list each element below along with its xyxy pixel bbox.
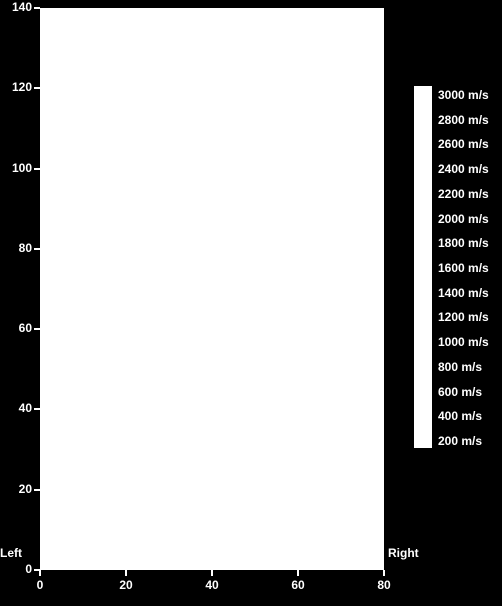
colorbar-label: 2800 m/s — [438, 113, 502, 127]
colorbar-label: 1000 m/s — [438, 335, 502, 349]
right-label: Right — [388, 546, 438, 560]
x-tick — [125, 570, 127, 576]
plot-area — [40, 8, 384, 570]
y-tick — [34, 168, 40, 170]
colorbar-label: 2200 m/s — [438, 187, 502, 201]
colorbar-label: 1400 m/s — [438, 286, 502, 300]
colorbar-label: 200 m/s — [438, 434, 502, 448]
x-tick-label: 40 — [192, 578, 232, 592]
x-tick-label: 0 — [20, 578, 60, 592]
left-label: Left — [0, 546, 38, 560]
y-tick — [34, 489, 40, 491]
colorbar-label: 1800 m/s — [438, 236, 502, 250]
y-tick — [34, 87, 40, 89]
y-tick — [34, 408, 40, 410]
y-tick-label: 100 — [0, 161, 32, 175]
chart-canvas: 0 20 40 60 80 0 20 40 60 80 100 120 140 Left Right 3000… — [0, 0, 502, 606]
y-tick-label: 140 — [0, 0, 32, 14]
x-tick-label: 20 — [106, 578, 146, 592]
y-tick — [34, 7, 40, 9]
colorbar-label: 2000 m/s — [438, 212, 502, 226]
y-tick — [34, 569, 40, 571]
y-tick — [34, 328, 40, 330]
colorbar-label: 1200 m/s — [438, 310, 502, 324]
x-tick — [383, 570, 385, 576]
x-tick-label: 80 — [364, 578, 404, 592]
colorbar-label: 800 m/s — [438, 360, 502, 374]
colorbar-label: 3000 m/s — [438, 88, 502, 102]
x-tick — [297, 570, 299, 576]
colorbar-label: 400 m/s — [438, 409, 502, 423]
colorbar-label: 2400 m/s — [438, 162, 502, 176]
y-tick-label: 80 — [0, 241, 32, 255]
y-tick-label: 60 — [0, 321, 32, 335]
x-tick — [211, 570, 213, 576]
colorbar-label: 1600 m/s — [438, 261, 502, 275]
y-tick — [34, 248, 40, 250]
y-tick-label: 40 — [0, 401, 32, 415]
y-tick-label: 120 — [0, 80, 32, 94]
colorbar-label: 600 m/s — [438, 385, 502, 399]
y-tick-label: 20 — [0, 482, 32, 496]
y-tick-label: 0 — [0, 562, 32, 576]
x-tick-label: 60 — [278, 578, 318, 592]
colorbar-label: 2600 m/s — [438, 137, 502, 151]
colorbar — [414, 86, 432, 448]
